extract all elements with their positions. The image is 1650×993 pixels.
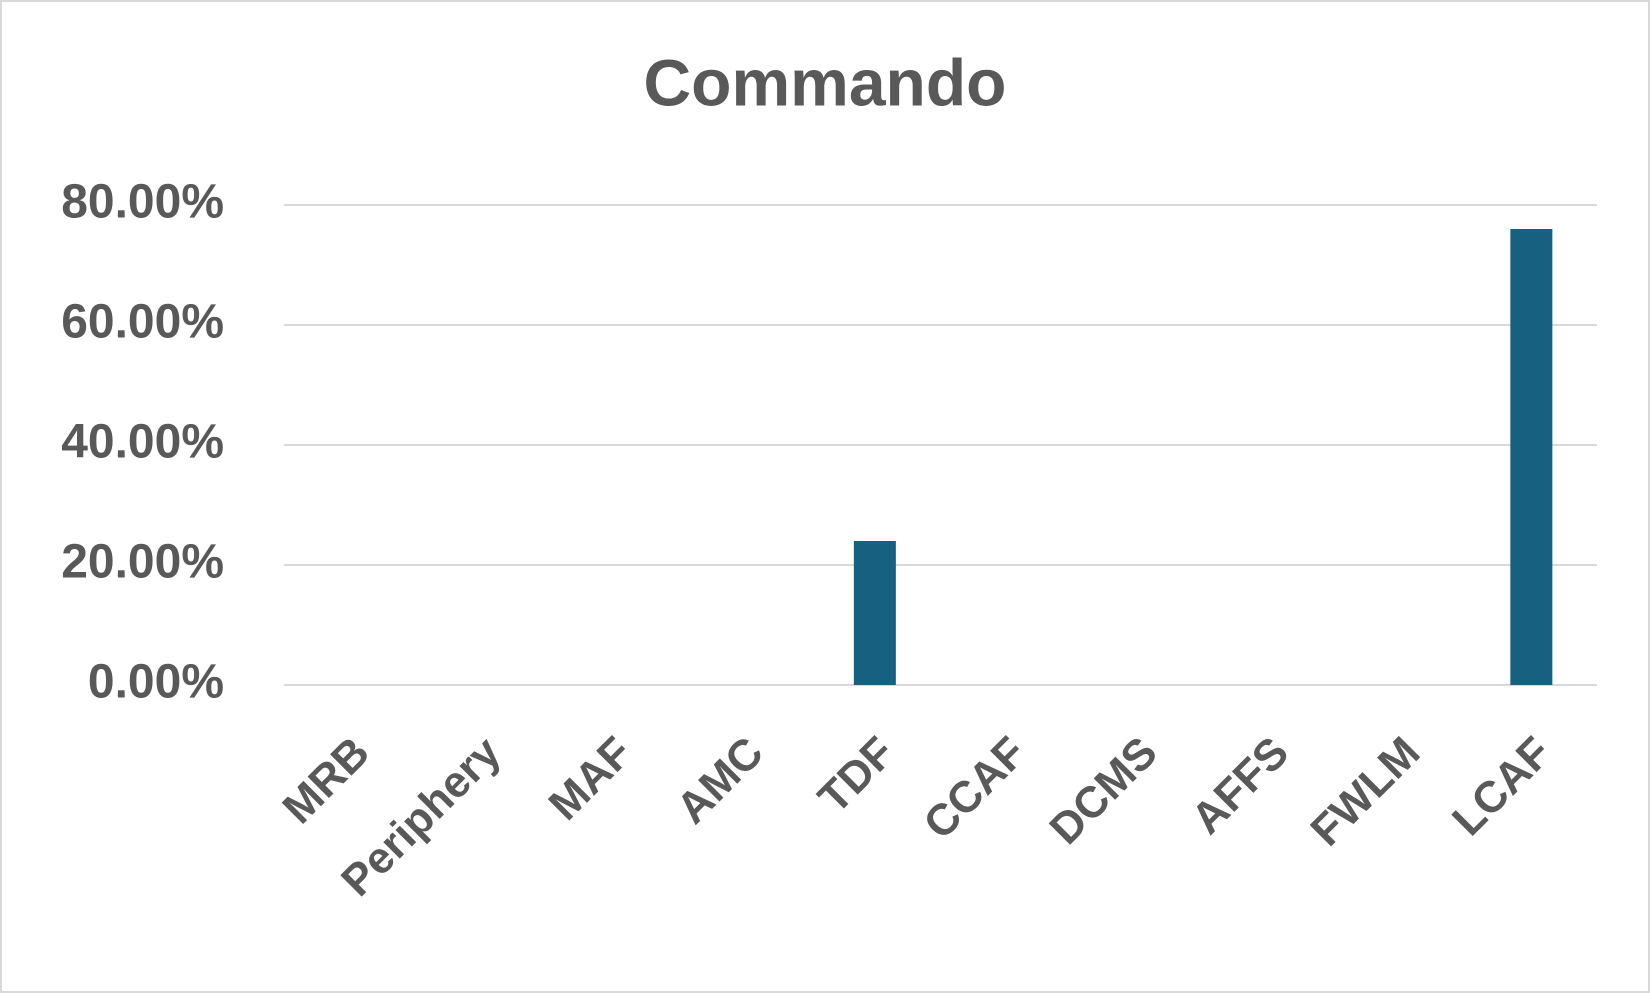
bar <box>853 541 896 685</box>
y-tick-label: 0.00% <box>88 656 224 709</box>
y-tick-label: 60.00% <box>61 296 224 349</box>
y-tick-label: 40.00% <box>61 416 224 469</box>
y-tick-label: 80.00% <box>61 176 224 229</box>
bar <box>1510 229 1553 685</box>
y-tick-label: 20.00% <box>61 536 224 589</box>
chart-title: Commando <box>644 45 1007 119</box>
